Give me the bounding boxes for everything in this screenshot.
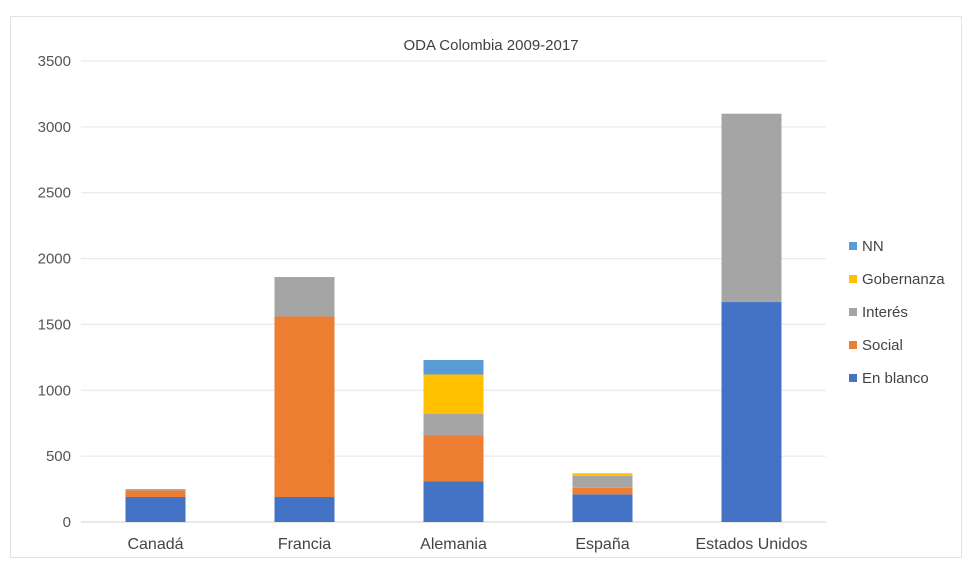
bar-segment <box>573 488 633 495</box>
x-category-label: Alemania <box>420 536 487 553</box>
chart-frame: ODA Colombia 2009-2017 0 500 1000 1500 2000 2… <box>10 16 962 558</box>
legend: NN Gobernanza Interés Social En blanco <box>849 238 945 387</box>
y-tick-label: 2500 <box>38 185 71 202</box>
x-axis: Canadá Francia Alemania España Estados Unido… <box>127 536 807 553</box>
legend-label: En blanco <box>862 370 929 387</box>
y-tick-label: 2000 <box>38 251 71 268</box>
bar-segment <box>722 114 782 302</box>
legend-label: Interés <box>862 304 908 321</box>
y-tick-label: 3500 <box>38 53 71 70</box>
bar-segment <box>126 489 186 490</box>
bar-segment <box>722 302 782 522</box>
bar-segment <box>424 481 484 522</box>
bar-segment <box>424 374 484 414</box>
legend-label: Social <box>862 337 903 354</box>
legend-swatch <box>849 275 857 283</box>
y-tick-label: 1500 <box>38 316 71 333</box>
bar-segment <box>424 414 484 435</box>
y-axis: 0 500 1000 1500 2000 2500 3000 3500 <box>38 53 71 531</box>
bar-segment <box>126 497 186 522</box>
x-category-label: Canadá <box>127 536 183 553</box>
bar-segment <box>275 277 335 317</box>
legend-swatch <box>849 308 857 316</box>
bar-segment <box>573 473 633 476</box>
chart-title: ODA Colombia 2009-2017 <box>403 37 578 54</box>
bar-segment <box>424 435 484 481</box>
legend-swatch <box>849 341 857 349</box>
x-category-label: España <box>575 536 629 553</box>
bar-segment <box>275 317 335 497</box>
x-category-label: Francia <box>278 536 331 553</box>
bar-segment <box>126 490 186 497</box>
legend-swatch <box>849 242 857 250</box>
y-tick-label: 0 <box>63 514 71 531</box>
bar-segment <box>424 360 484 374</box>
stacked-bar-chart: ODA Colombia 2009-2017 0 500 1000 1500 2000 2… <box>11 17 961 557</box>
y-tick-label: 1000 <box>38 382 71 399</box>
bars <box>126 114 782 522</box>
bar-segment <box>573 476 633 488</box>
legend-swatch <box>849 374 857 382</box>
bar-segment <box>275 497 335 522</box>
legend-label: Gobernanza <box>862 271 945 288</box>
y-tick-label: 3000 <box>38 119 71 136</box>
bar-segment <box>573 494 633 522</box>
legend-label: NN <box>862 238 884 255</box>
y-tick-label: 500 <box>46 448 71 465</box>
x-category-label: Estados Unidos <box>695 536 807 553</box>
